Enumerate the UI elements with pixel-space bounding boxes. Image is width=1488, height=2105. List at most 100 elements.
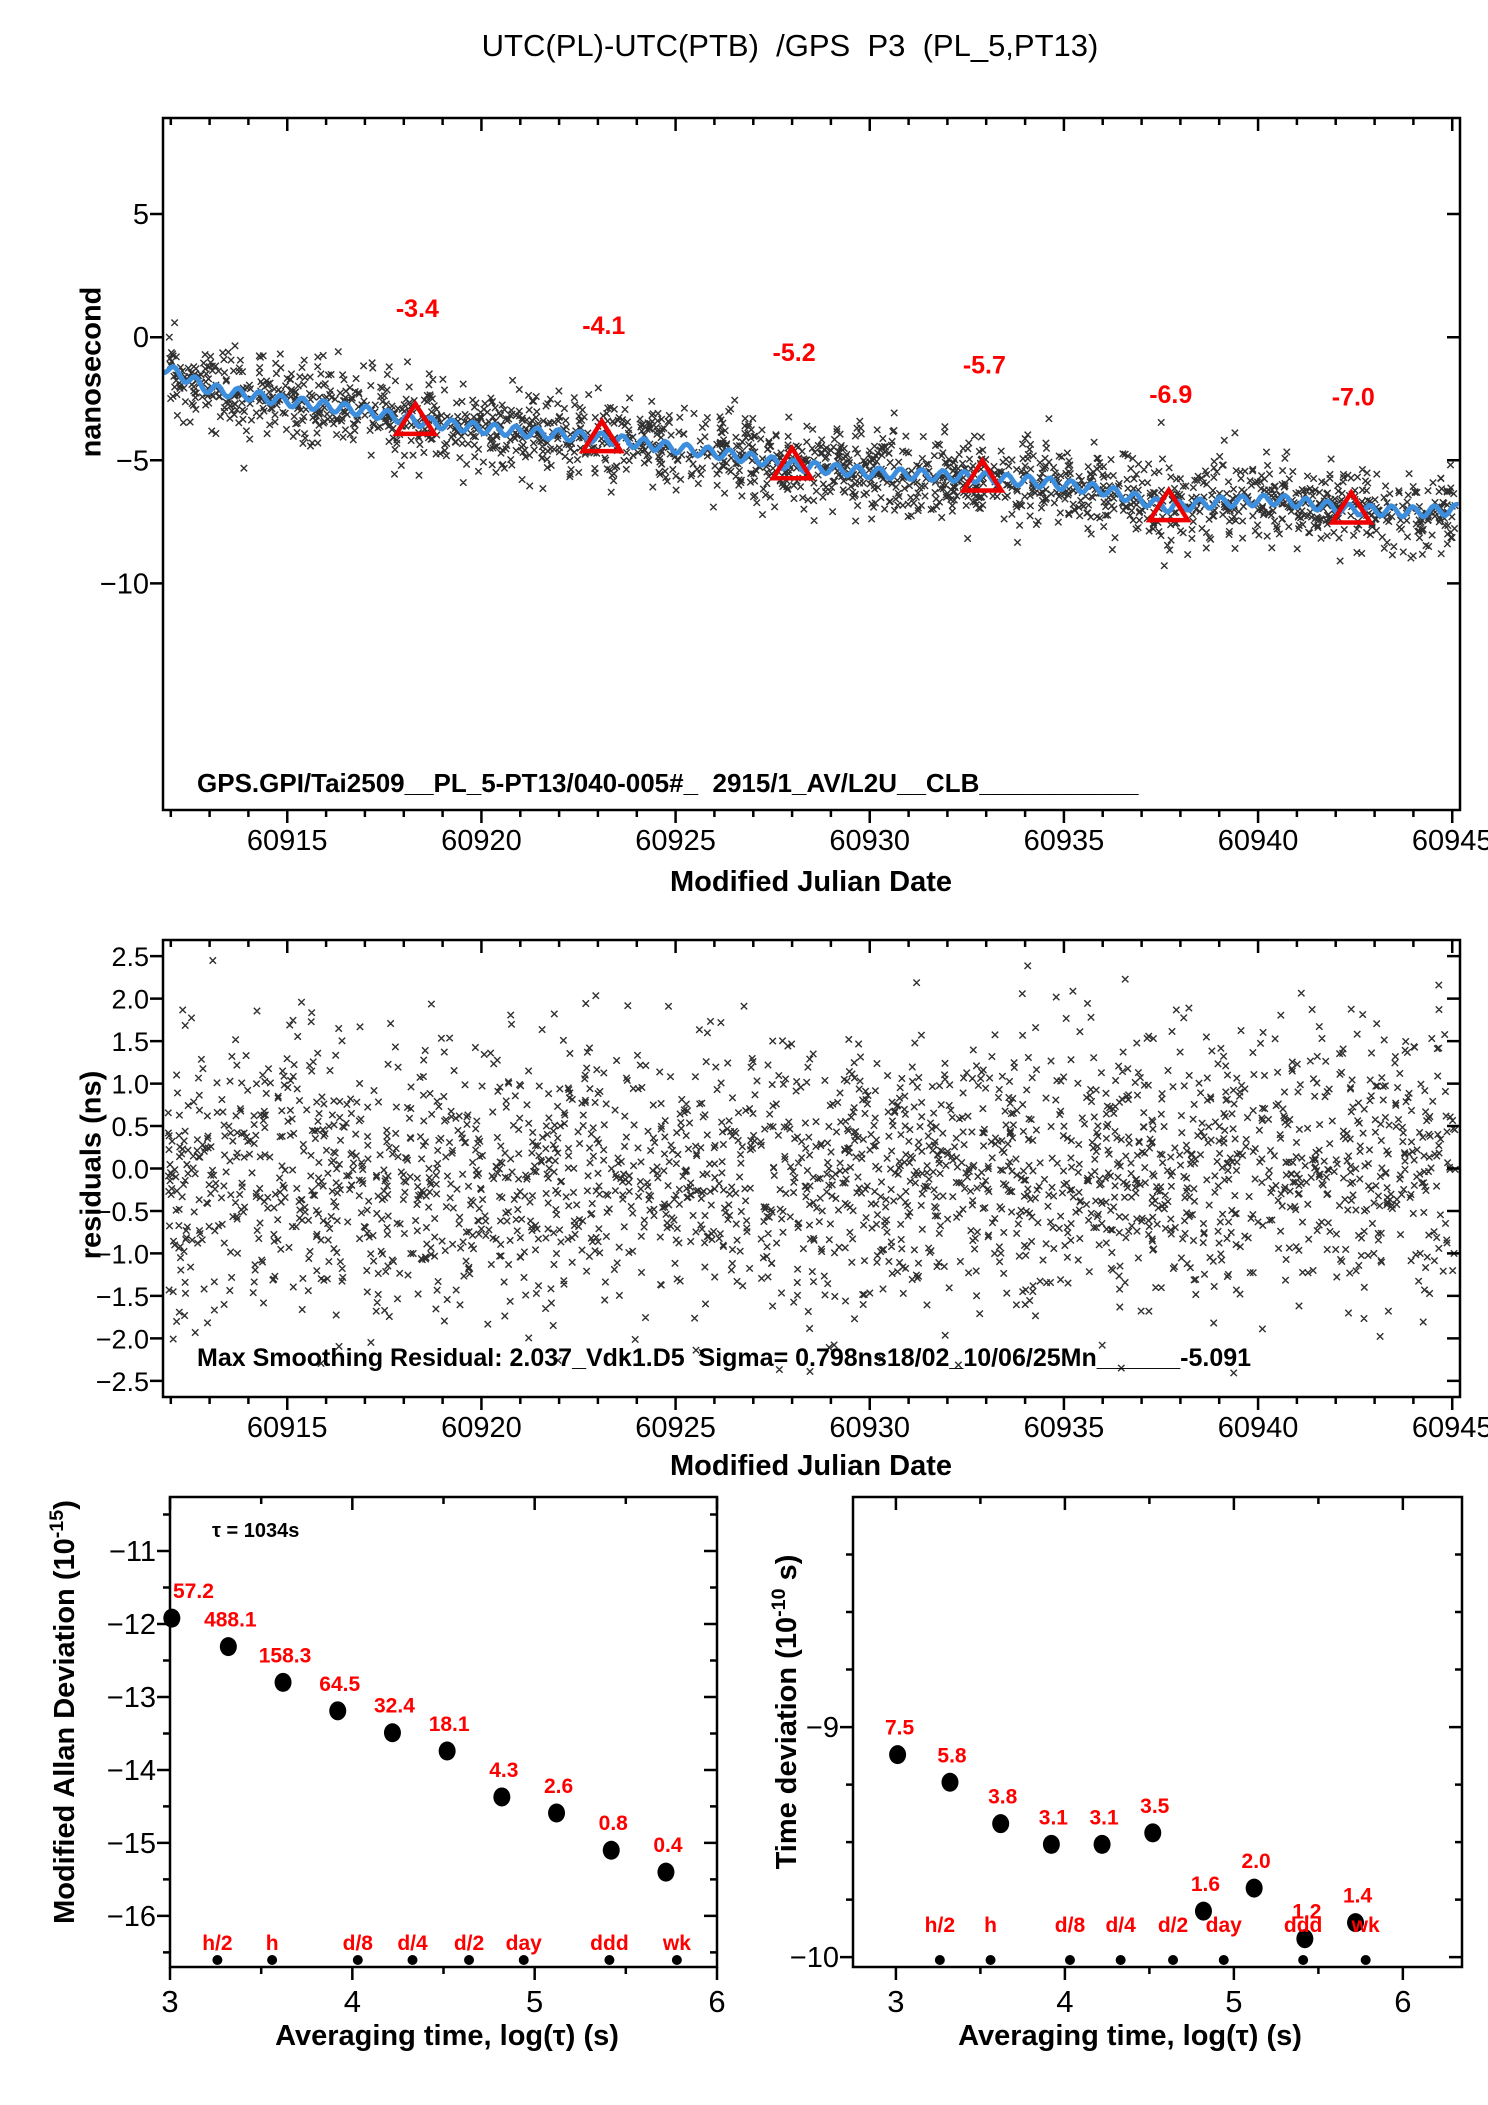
residuals-y-axis-label: residuals (ns) (75, 1070, 108, 1260)
time-marker-label: ddd (590, 1932, 628, 1955)
time-marker-label: d/4 (1105, 1914, 1136, 1937)
page-title: UTC(PL)-UTC(PTB) /GPS P3 (PL_5,PT13) (481, 28, 1099, 63)
x-tick-label: 60920 (441, 825, 522, 857)
y-tick-label: −16 (107, 1901, 156, 1933)
x-tick-label: 60935 (1024, 825, 1105, 857)
y-tick-label: −15 (107, 1828, 156, 1860)
deviation-value-label: 2.6 (544, 1775, 573, 1798)
smoothed-value-label: -5.7 (963, 352, 1006, 380)
deviation-value-label: 3.8 (988, 1786, 1018, 1809)
y-tick-label: 0 (133, 322, 149, 354)
x-tick-label: 4 (344, 1984, 361, 2019)
tdev-x-axis-label: Averaging time, log(τ) (s) (958, 2020, 1302, 2052)
axis-ticks (840, 1497, 1462, 1980)
deviation-point (657, 1862, 675, 1882)
y-tick-label: 5 (133, 199, 149, 231)
smoothed-value-label: -3.4 (396, 295, 439, 323)
smoothed-triangle-marker (1328, 488, 1375, 525)
x-tick-label: 60925 (635, 1412, 716, 1444)
deviation-point (493, 1787, 511, 1807)
deviation-value-label: 4.3 (489, 1759, 518, 1782)
top-y-axis-label: nanosecond (75, 286, 108, 458)
time-marker-dot (1298, 1955, 1309, 1965)
x-tick-label: 6 (708, 1984, 725, 2019)
x-tick-label: 60945 (1412, 825, 1488, 857)
x-tick-label: 3 (887, 1984, 904, 2019)
deviation-point (889, 1745, 907, 1765)
x-tick-label: 4 (1056, 1984, 1073, 2019)
top-annotation: GPS.GPI/Tai2509__PL_5-PT13/040-005#_ 291… (197, 768, 1139, 798)
time-marker-label: ddd (1284, 1914, 1322, 1937)
mdev-y-axis-label: Modified Allan Deviation (10-15) (46, 1500, 82, 1924)
x-tick-label: 3 (161, 1984, 178, 2019)
smoothed-value-label: -7.0 (1332, 384, 1375, 412)
smoothed-value-label: -4.1 (582, 312, 625, 340)
deviation-value-label: 2.0 (1242, 1850, 1271, 1873)
time-marker-label: day (1206, 1914, 1243, 1937)
x-tick-label: 60940 (1218, 825, 1299, 857)
mdev-y-label-pre: Modified Allan Deviation (10 (48, 1538, 81, 1924)
y-tick-label: 0.0 (111, 1155, 149, 1185)
deviation-point (438, 1741, 456, 1761)
axis-ticks (157, 1497, 719, 1980)
time-marker-dot (1360, 1955, 1371, 1965)
time-marker-dot (604, 1955, 615, 1965)
smoothed-value-label: -5.2 (773, 339, 816, 367)
smoothed-triangle-marker (768, 444, 816, 481)
smoothed-value-label: -6.9 (1149, 381, 1192, 409)
x-tick-label: 60930 (829, 825, 910, 857)
x-tick-label: 60915 (247, 825, 328, 857)
smoothed-triangle-marker (959, 456, 1006, 493)
axis-ticks (150, 940, 1460, 1410)
y-tick-label: −10 (790, 1942, 839, 1974)
x-tick-label: 60920 (441, 1412, 522, 1444)
time-marker-label: d/2 (454, 1932, 484, 1955)
deviation-point (602, 1840, 620, 1860)
deviation-point (1296, 1929, 1314, 1949)
x-tick-label: 60915 (247, 1412, 328, 1444)
time-marker-label: h (266, 1932, 279, 1955)
deviation-point (548, 1803, 566, 1823)
x-tick-label: 60925 (635, 825, 716, 857)
top-x-axis-label: Modified Julian Date (670, 866, 952, 898)
panel-frame (168, 1495, 719, 1969)
mdev-y-label-exp: -15 (46, 1509, 69, 1539)
y-tick-label: −5 (116, 445, 149, 477)
tau-annotation: τ = 1034s (212, 1520, 300, 1542)
deviation-value-label: 1.2 (1292, 1901, 1321, 1924)
deviation-value-label: 3.1 (1039, 1806, 1069, 1829)
time-marker-dot (1168, 1955, 1179, 1965)
time-marker-dot (934, 1955, 945, 1965)
deviation-point (383, 1723, 401, 1743)
y-tick-label: 2.5 (111, 942, 149, 972)
deviation-point (1144, 1823, 1162, 1843)
deviation-point (1042, 1834, 1060, 1854)
deviation-value-label: 1.4 (1343, 1885, 1373, 1908)
time-marker-dot (1218, 1955, 1229, 1965)
x-tick-label: 60945 (1412, 1412, 1488, 1444)
residuals-annotation: Max Smoothing Residual: 2.037_Vdk1.D5 Si… (197, 1344, 1252, 1372)
y-tick-label: −1.0 (96, 1239, 149, 1269)
panel-frame (851, 1495, 1464, 1969)
time-marker-label: h/2 (925, 1914, 955, 1937)
x-tick-label: 5 (526, 1984, 543, 2019)
time-marker-dot (1064, 1955, 1075, 1965)
time-marker-dot (407, 1955, 418, 1965)
time-marker-label: d/2 (1158, 1914, 1188, 1937)
deviation-point (1347, 1913, 1365, 1933)
time-marker-label: h/2 (202, 1932, 232, 1955)
deviation-point (992, 1814, 1010, 1834)
y-tick-label: −1.5 (96, 1282, 149, 1312)
y-tick-label: −11 (109, 1536, 156, 1568)
time-marker-label: wk (1351, 1914, 1380, 1937)
time-marker-dot (985, 1955, 996, 1965)
time-marker-dot (671, 1955, 682, 1965)
deviation-point (1245, 1878, 1263, 1898)
deviation-value-label: 64.5 (319, 1673, 360, 1696)
mdev-x-axis-label: Averaging time, log(τ) (s) (275, 2020, 619, 2052)
y-tick-label: −10 (100, 568, 149, 600)
panel-frame (161, 938, 1462, 1399)
x-tick-label: 6 (1394, 1984, 1411, 2019)
x-tick-label: 60930 (829, 1412, 910, 1444)
